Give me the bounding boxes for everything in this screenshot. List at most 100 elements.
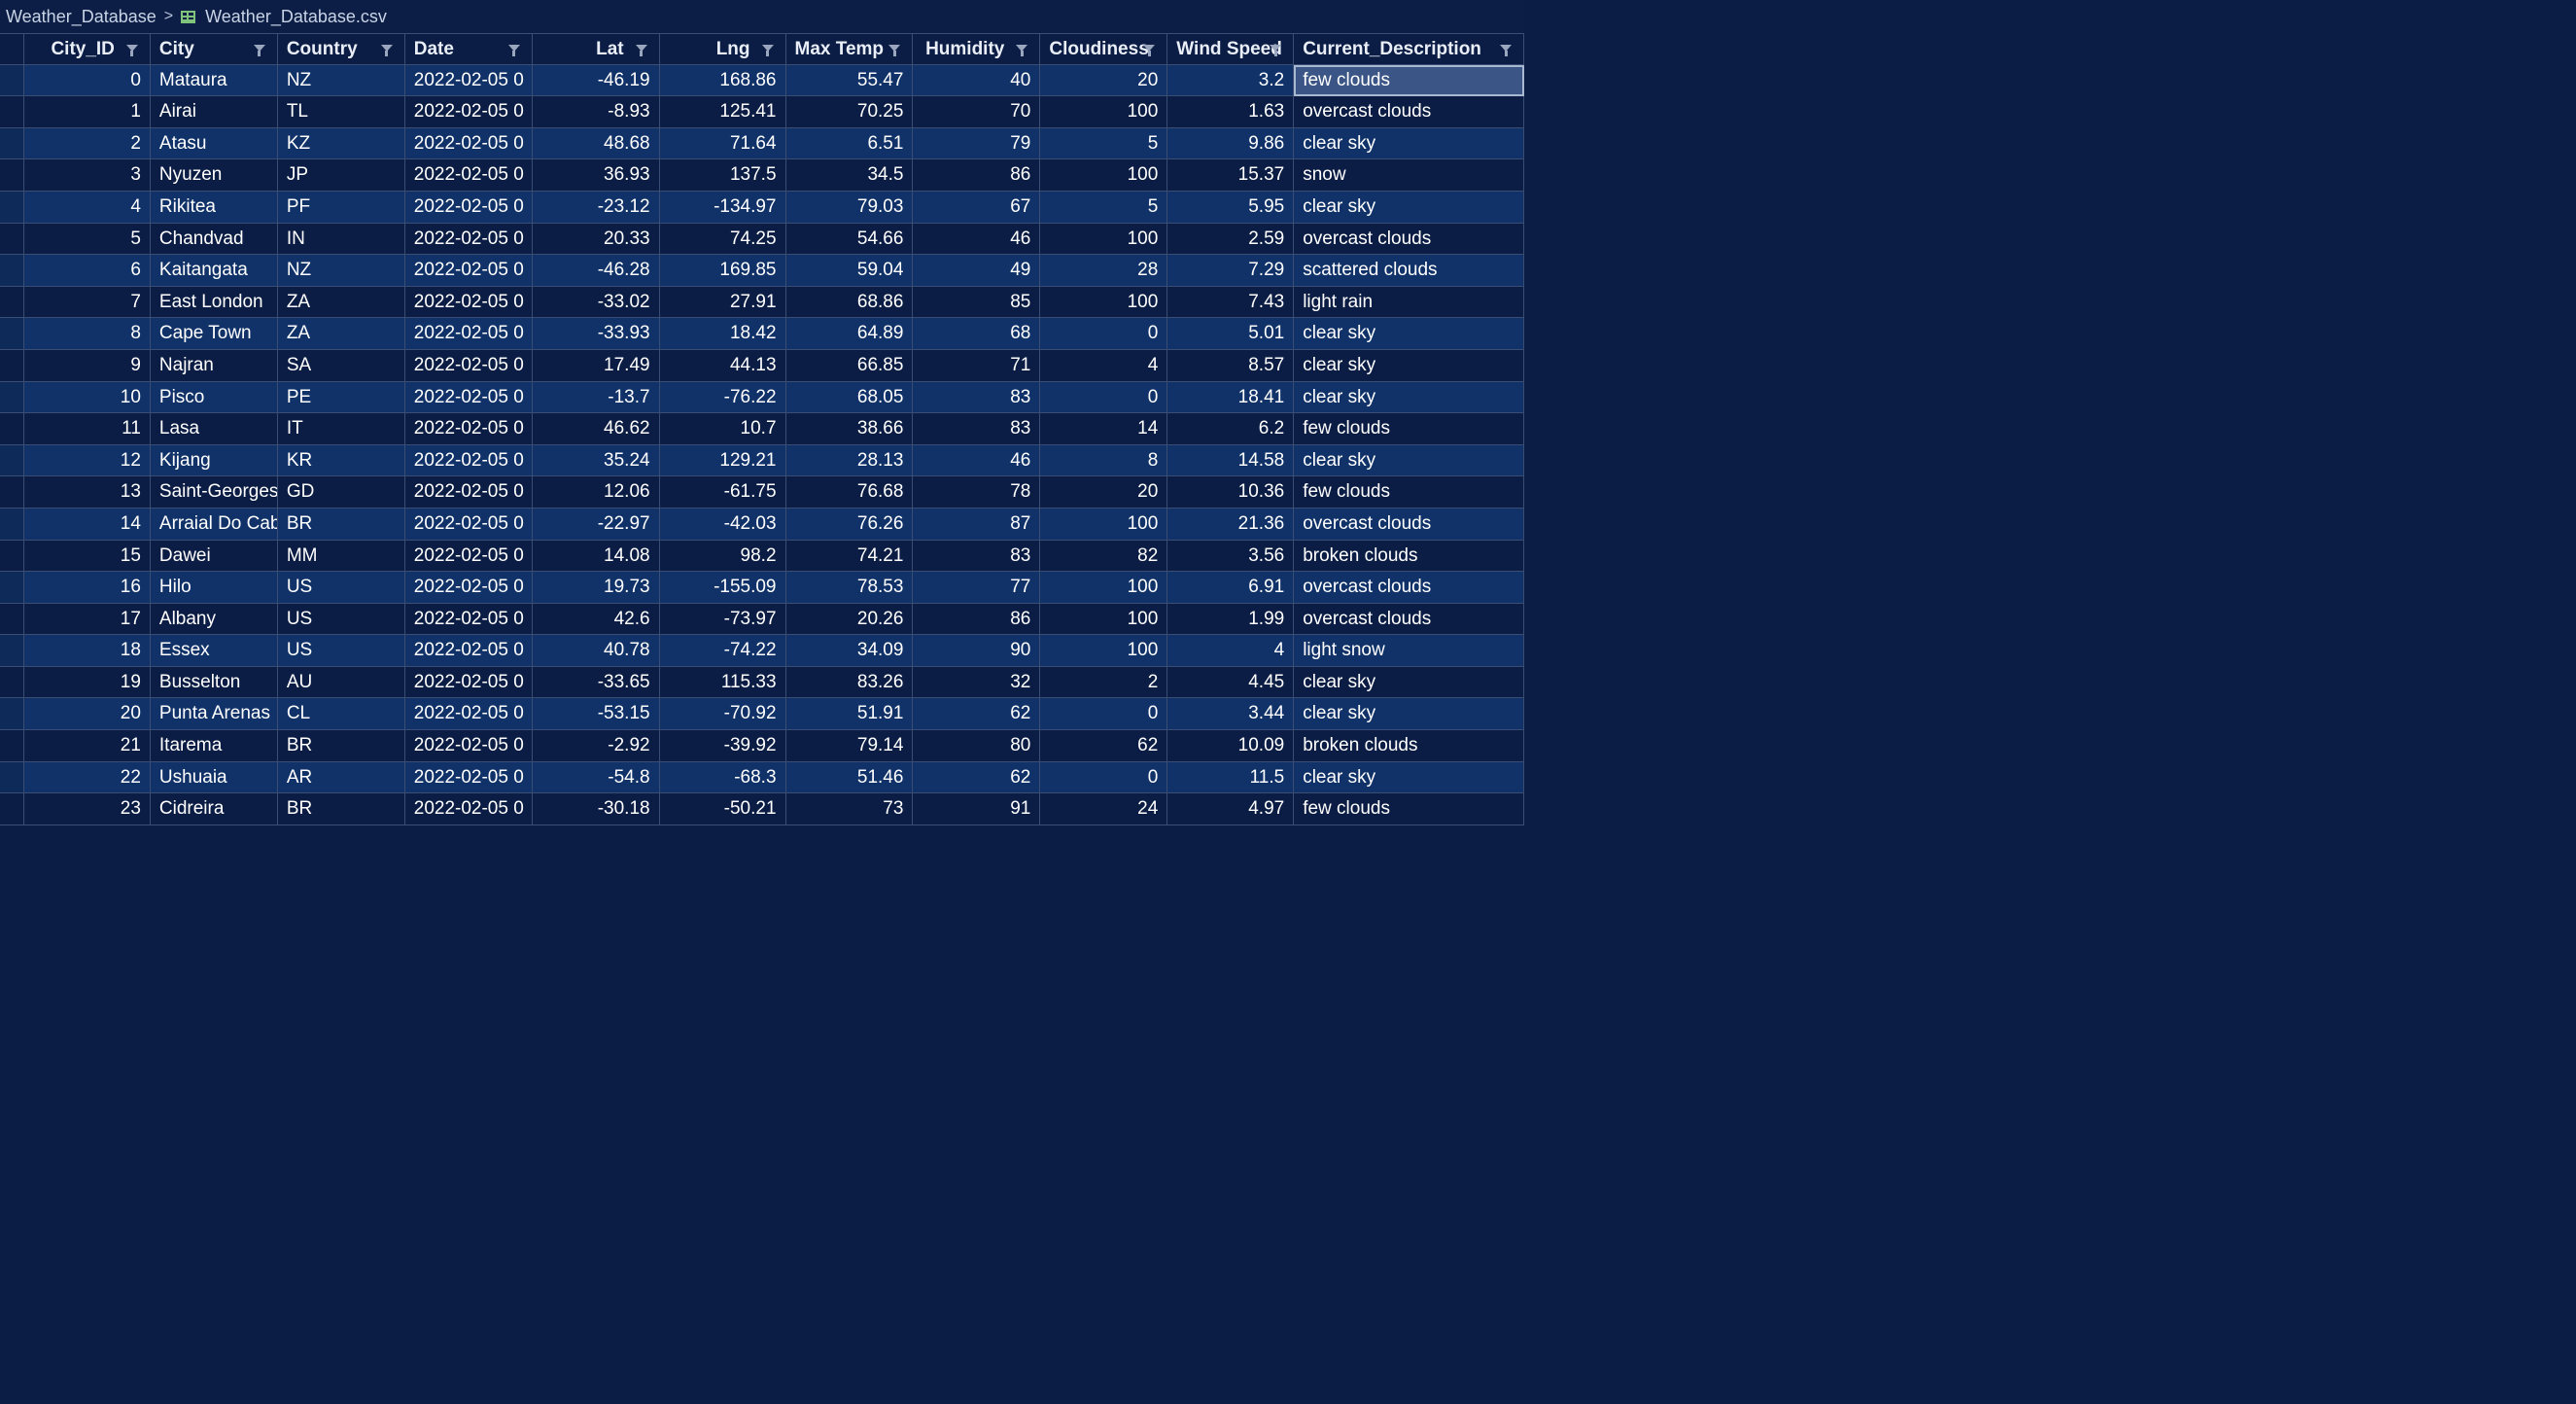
cell-cloudiness[interactable]: 28 [1040, 255, 1168, 287]
cell-city-id[interactable]: 11 [23, 413, 151, 445]
cell-lat[interactable]: -53.15 [532, 698, 660, 731]
cell-current-description[interactable]: clear sky [1294, 318, 1525, 350]
row-header[interactable] [0, 349, 24, 382]
cell-wind-speed[interactable]: 7.29 [1167, 255, 1295, 287]
cell-country[interactable]: US [277, 603, 405, 636]
cell-country[interactable]: AU [277, 666, 405, 699]
cell-cloudiness[interactable]: 20 [1040, 64, 1168, 97]
cell-lng[interactable]: -74.22 [659, 635, 786, 667]
cell-country[interactable]: KZ [277, 127, 405, 160]
cell-lat[interactable]: -30.18 [532, 793, 660, 825]
cell-lat[interactable]: -22.97 [532, 508, 660, 541]
row-header[interactable] [0, 444, 24, 477]
cell-country[interactable]: NZ [277, 64, 405, 97]
cell-lng[interactable]: 98.2 [659, 540, 786, 573]
cell-city[interactable]: Mataura [150, 64, 278, 97]
cell-cloudiness[interactable]: 100 [1040, 603, 1168, 636]
cell-lat[interactable]: 17.49 [532, 349, 660, 382]
table-row[interactable]: 0 Mataura NZ 2022-02-05 0 -46.19 168.86 55.47 4… [0, 64, 1525, 97]
filter-icon[interactable] [380, 45, 393, 56]
cell-country[interactable]: PF [277, 191, 405, 224]
cell-city[interactable]: Chandvad [150, 223, 278, 256]
cell-wind-speed[interactable]: 1.63 [1167, 96, 1295, 128]
cell-humidity[interactable]: 71 [913, 349, 1041, 382]
cell-city-id[interactable]: 16 [23, 572, 151, 604]
cell-humidity[interactable]: 79 [913, 127, 1041, 160]
cell-city-id[interactable]: 23 [23, 793, 151, 825]
cell-current-description[interactable]: clear sky [1294, 191, 1525, 224]
cell-city[interactable]: Kijang [150, 444, 278, 477]
cell-cloudiness[interactable]: 100 [1040, 508, 1168, 541]
cell-city[interactable]: Essex [150, 635, 278, 667]
cell-cloudiness[interactable]: 5 [1040, 127, 1168, 160]
column-header-current-description[interactable]: Current_Description [1294, 33, 1525, 65]
cell-lat[interactable]: -54.8 [532, 761, 660, 794]
cell-city[interactable]: Rikitea [150, 191, 278, 224]
cell-humidity[interactable]: 67 [913, 191, 1041, 224]
filter-icon[interactable] [507, 45, 520, 56]
cell-date[interactable]: 2022-02-05 0 [404, 127, 533, 160]
cell-max-temp[interactable]: 76.68 [785, 476, 914, 509]
cell-max-temp[interactable]: 38.66 [785, 413, 914, 445]
cell-date[interactable]: 2022-02-05 0 [404, 223, 533, 256]
cell-city[interactable]: Nyuzen [150, 159, 278, 192]
cell-current-description[interactable]: overcast clouds [1294, 223, 1525, 256]
cell-date[interactable]: 2022-02-05 0 [404, 191, 533, 224]
cell-max-temp[interactable]: 6.51 [785, 127, 914, 160]
cell-country[interactable]: MM [277, 540, 405, 573]
table-row[interactable]: 19 Busselton AU 2022-02-05 0 -33.65 115.33 83.… [0, 666, 1525, 699]
row-header[interactable] [0, 381, 24, 414]
cell-cloudiness[interactable]: 8 [1040, 444, 1168, 477]
cell-lat[interactable]: 12.06 [532, 476, 660, 509]
cell-wind-speed[interactable]: 1.99 [1167, 603, 1295, 636]
cell-country[interactable]: US [277, 635, 405, 667]
row-header[interactable] [0, 223, 24, 256]
filter-icon[interactable] [888, 45, 901, 56]
cell-humidity[interactable]: 83 [913, 540, 1041, 573]
row-header[interactable] [0, 730, 24, 762]
cell-current-description[interactable]: few clouds [1294, 413, 1525, 445]
cell-current-description[interactable]: clear sky [1294, 349, 1525, 382]
cell-cloudiness[interactable]: 5 [1040, 191, 1168, 224]
table-row[interactable]: 6 Kaitangata NZ 2022-02-05 0 -46.28 169.85 59.… [0, 255, 1525, 287]
cell-wind-speed[interactable]: 6.2 [1167, 413, 1295, 445]
cell-max-temp[interactable]: 73 [785, 793, 914, 825]
cell-max-temp[interactable]: 83.26 [785, 666, 914, 699]
cell-cloudiness[interactable]: 0 [1040, 698, 1168, 731]
cell-max-temp[interactable]: 76.26 [785, 508, 914, 541]
cell-wind-speed[interactable]: 7.43 [1167, 286, 1295, 319]
table-row[interactable]: 9 Najran SA 2022-02-05 0 17.49 44.13 66.85 71 4 8… [0, 349, 1525, 382]
cell-current-description[interactable]: clear sky [1294, 381, 1525, 414]
table-row[interactable]: 23 Cidreira BR 2022-02-05 0 -30.18 -50.21 73 91… [0, 793, 1525, 825]
cell-max-temp[interactable]: 28.13 [785, 444, 914, 477]
cell-humidity[interactable]: 78 [913, 476, 1041, 509]
cell-wind-speed[interactable]: 9.86 [1167, 127, 1295, 160]
cell-country[interactable]: BR [277, 793, 405, 825]
cell-country[interactable]: ZA [277, 318, 405, 350]
cell-date[interactable]: 2022-02-05 0 [404, 64, 533, 97]
cell-current-description[interactable]: light rain [1294, 286, 1525, 319]
cell-humidity[interactable]: 87 [913, 508, 1041, 541]
cell-humidity[interactable]: 86 [913, 603, 1041, 636]
cell-date[interactable]: 2022-02-05 0 [404, 508, 533, 541]
cell-max-temp[interactable]: 34.5 [785, 159, 914, 192]
cell-cloudiness[interactable]: 0 [1040, 381, 1168, 414]
cell-cloudiness[interactable]: 14 [1040, 413, 1168, 445]
cell-lat[interactable]: -33.93 [532, 318, 660, 350]
cell-current-description[interactable]: few clouds [1294, 793, 1525, 825]
cell-lat[interactable]: -8.93 [532, 96, 660, 128]
cell-max-temp[interactable]: 55.47 [785, 64, 914, 97]
cell-lng[interactable]: 125.41 [659, 96, 786, 128]
cell-current-description[interactable]: overcast clouds [1294, 508, 1525, 541]
table-row[interactable]: 20 Punta Arenas CL 2022-02-05 0 -53.15 -70.92… [0, 698, 1525, 731]
cell-max-temp[interactable]: 54.66 [785, 223, 914, 256]
row-header[interactable] [0, 286, 24, 319]
row-header[interactable] [0, 413, 24, 445]
row-header[interactable] [0, 64, 24, 97]
cell-wind-speed[interactable]: 4 [1167, 635, 1295, 667]
table-row[interactable]: 17 Albany US 2022-02-05 0 42.6 -73.97 20.26 86 1… [0, 603, 1525, 636]
cell-city-id[interactable]: 6 [23, 255, 151, 287]
column-header-humidity[interactable]: Humidity [913, 33, 1041, 65]
cell-lat[interactable]: 20.33 [532, 223, 660, 256]
cell-humidity[interactable]: 80 [913, 730, 1041, 762]
